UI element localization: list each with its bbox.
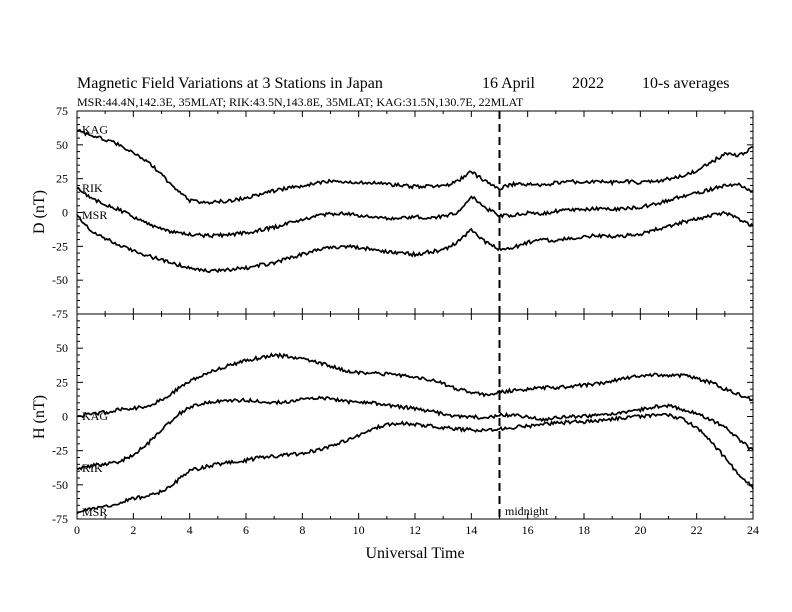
series-line-kag <box>76 352 754 419</box>
title-averaging: 10-s averages <box>642 75 730 92</box>
top-panel-plot: 75 50 25 0 -25 -50 -75 KAG RIK MSR <box>52 104 754 321</box>
x-tick-label: 0 <box>74 523 80 537</box>
y-tick-label: 50 <box>56 138 68 152</box>
y-tick-label: -75 <box>52 512 68 526</box>
series-line-msr <box>76 210 754 274</box>
y-tick-label: 75 <box>56 104 68 118</box>
y-tick-label: 50 <box>56 341 68 355</box>
bottom-panel-plot: 0 2 4 6 8 10 12 14 16 18 20 22 2450250-25-50-75KAGRI… <box>52 313 759 537</box>
x-tick-label: 18 <box>578 523 590 537</box>
x-tick-label: 12 <box>409 523 421 537</box>
y-tick-label: 0 <box>62 410 68 424</box>
series-label-rik: RIK <box>82 181 103 195</box>
top-panel-ylabel: D (nT) <box>31 190 48 234</box>
y-tick-label: -25 <box>52 444 68 458</box>
series-label-kag: KAG <box>82 409 108 423</box>
x-tick-label: 14 <box>465 523 477 537</box>
series-label-msr: MSR <box>82 505 107 519</box>
top-panel-frame <box>76 110 754 315</box>
x-tick-label: 22 <box>691 523 703 537</box>
title-date: 16 April <box>482 75 535 92</box>
y-tick-label: -50 <box>52 273 68 287</box>
series-label-rik: RIK <box>82 461 103 475</box>
series-line-rik <box>76 395 754 471</box>
y-tick-label: -75 <box>52 307 68 321</box>
series-line-rik <box>76 182 754 239</box>
x-tick-label: 24 <box>747 523 759 537</box>
series-label-msr: MSR <box>82 208 107 222</box>
x-tick-label: 20 <box>634 523 646 537</box>
subtitle-stations: MSR:44.4N,142.3E, 35MLAT; RIK:43.5N,143.… <box>77 95 524 109</box>
x-tick-label: 10 <box>353 523 365 537</box>
y-tick-label: -50 <box>52 478 68 492</box>
y-tick-label: -25 <box>52 239 68 253</box>
series-line-msr <box>76 412 754 515</box>
x-tick-label: 6 <box>243 523 249 537</box>
midnight-annotation: midnight <box>505 504 549 518</box>
title-main: Magnetic Field Variations at 3 Stations … <box>77 75 383 92</box>
x-tick-label: 16 <box>522 523 534 537</box>
bottom-panel-frame <box>76 313 754 520</box>
y-tick-label: 0 <box>62 206 68 220</box>
y-tick-label: 25 <box>56 375 68 389</box>
bottom-panel-ylabel: H (nT) <box>31 395 48 439</box>
series-label-kag: KAG <box>82 123 108 137</box>
x-tick-label: 8 <box>299 523 305 537</box>
x-tick-label: 2 <box>130 523 136 537</box>
y-tick-label: 25 <box>56 172 68 186</box>
x-axis-label: Universal Time <box>365 545 464 562</box>
title-year: 2022 <box>572 75 604 92</box>
x-tick-label: 4 <box>187 523 193 537</box>
series-line-kag <box>76 128 754 205</box>
